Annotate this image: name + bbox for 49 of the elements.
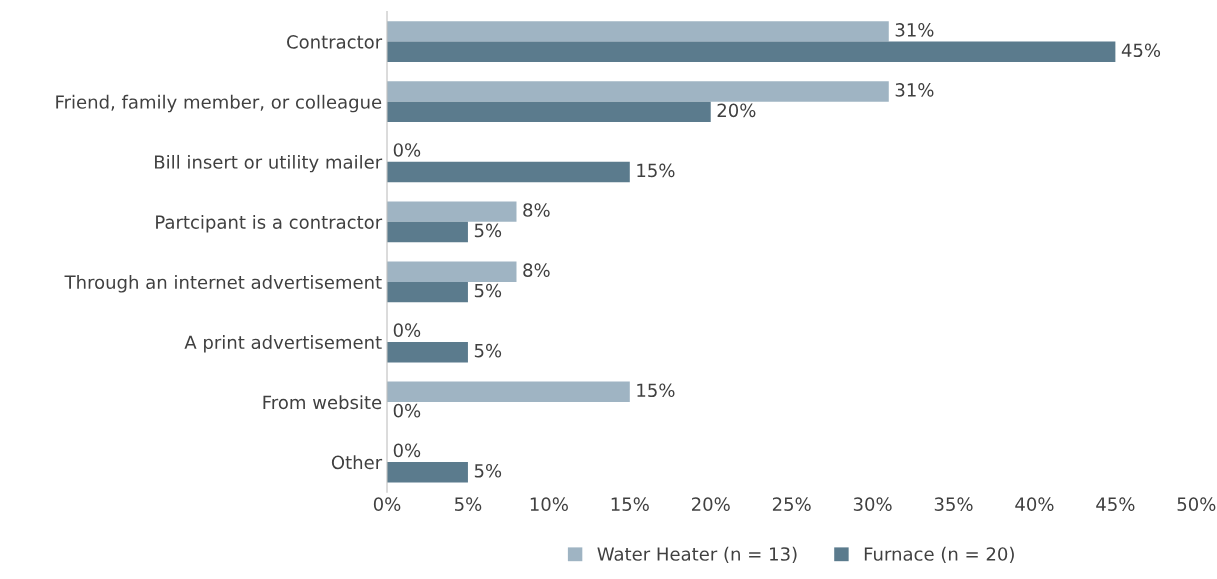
y-tick-label: A print advertisement [184, 335, 382, 353]
data-label: 31% [895, 83, 934, 97]
y-tick-label: Other [331, 455, 383, 470]
bar [387, 281, 468, 303]
x-tick-label: 30% [853, 497, 892, 511]
x-tick-label: 45% [1096, 497, 1135, 511]
bar [387, 161, 630, 183]
data-label: 8% [523, 203, 550, 217]
x-tick-label: 5% [455, 497, 482, 511]
data-label: 0% [393, 443, 421, 458]
data-label: 20% [717, 103, 756, 118]
x-tick-label: 25% [772, 497, 811, 511]
x-tick-label: 15% [611, 497, 649, 511]
bar [387, 341, 468, 363]
x-tick-label: 40% [1015, 497, 1054, 511]
legend-label: Furnace (n = 20) [864, 546, 1014, 563]
x-tick-label: 10% [530, 497, 568, 511]
data-label: 8% [523, 263, 550, 277]
bar [387, 81, 889, 102]
y-tick-label: Contractor [287, 35, 383, 49]
x-tick-label: 35% [934, 497, 973, 511]
x-tick-label: 50% [1177, 497, 1216, 511]
y-tick-label: Partcipant is a contractor [156, 214, 383, 233]
data-label: 45% [1121, 43, 1161, 58]
data-label: 5% [474, 343, 502, 358]
data-label: 0% [393, 323, 421, 337]
data-label: 5% [474, 283, 502, 298]
bar [387, 221, 468, 243]
bar [387, 381, 630, 403]
legend-label: Water Heater (n = 13) [597, 546, 797, 563]
data-label: 15% [637, 163, 675, 178]
bar [387, 201, 517, 222]
data-label: 31% [895, 22, 934, 37]
bar [387, 101, 711, 123]
data-label: 5% [474, 463, 502, 478]
bar [387, 21, 889, 42]
y-tick-label: Friend, family member, or colleague [56, 94, 382, 113]
y-tick-label: From website [263, 395, 382, 410]
bar [387, 41, 1116, 63]
data-label: 0% [393, 143, 421, 157]
data-label: 5% [474, 223, 502, 238]
data-label: 0% [393, 403, 421, 418]
bar [387, 462, 468, 483]
y-tick-label: Bill insert or utility mailer [155, 154, 383, 173]
x-tick-label: 20% [691, 497, 730, 511]
y-tick-label: Through an internet advertisement [64, 275, 382, 293]
bar [387, 261, 517, 282]
data-label: 15% [637, 383, 675, 398]
x-tick-label: 0% [373, 497, 401, 511]
